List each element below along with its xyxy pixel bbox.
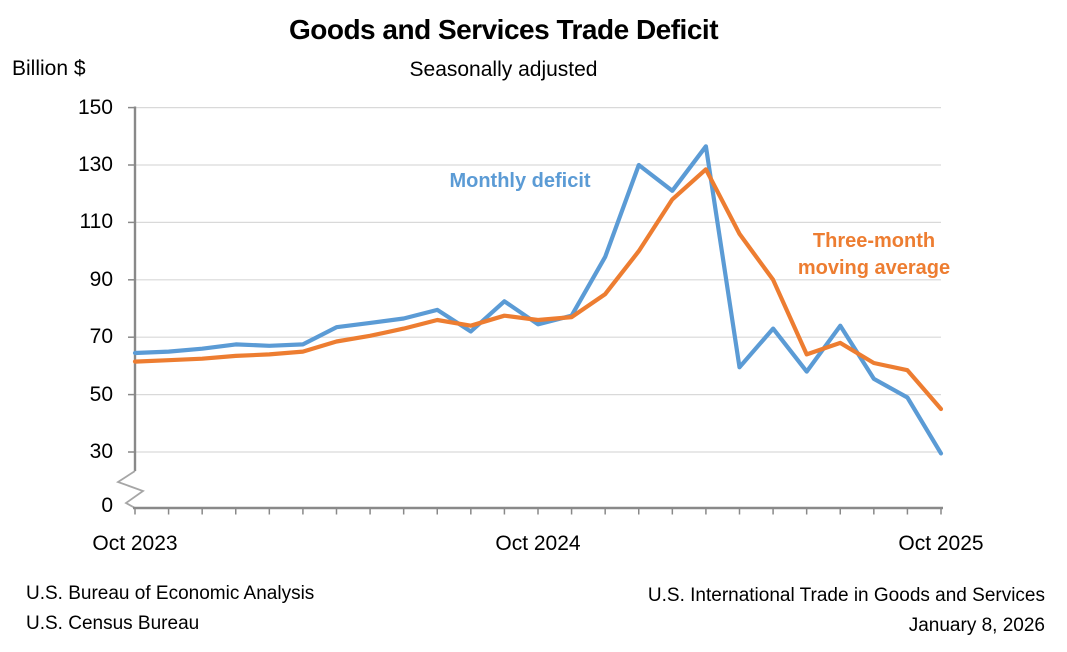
chart-title: Goods and Services Trade Deficit (288, 14, 719, 45)
y-tick-label-30: 30 (89, 440, 113, 463)
y-axis-unit-label: Billion $ (12, 57, 86, 80)
moving-average-label-line1: Three-month (812, 230, 936, 252)
source-agency-1: U.S. Bureau of Economic Analysis (26, 583, 315, 604)
y-tick-label-150: 150 (77, 95, 113, 119)
monthly-deficit-series-label: Monthly deficit (449, 170, 591, 192)
release-date: January 8, 2026 (908, 615, 1045, 636)
moving-average-label-line2: moving average (797, 257, 951, 279)
chart-subtitle: Seasonally adjusted (409, 58, 598, 81)
monthly-deficit-line (132, 144, 944, 456)
y-tick-label-130: 130 (77, 153, 113, 176)
x-tick-label-oct-2023: Oct 2023 (92, 532, 178, 555)
axis-break-squiggle (115, 470, 145, 509)
y-tick-label-90: 90 (89, 267, 113, 291)
source-agency-2: U.S. Census Bureau (26, 613, 200, 634)
moving-average-series-label: Three-month moving average (754, 228, 994, 282)
y-tick-label-70: 70 (89, 325, 113, 349)
x-tick-label-oct-2025: Oct 2025 (898, 532, 984, 555)
release-title: U.S. International Trade in Goods and Se… (647, 585, 1045, 606)
x-tick-label-oct-2024: Oct 2024 (495, 532, 581, 555)
y-tick-label-0: 0 (101, 494, 113, 517)
y-tick-label-110: 110 (79, 210, 113, 234)
y-tick-label-50: 50 (89, 382, 113, 406)
moving-average-line (132, 167, 944, 412)
